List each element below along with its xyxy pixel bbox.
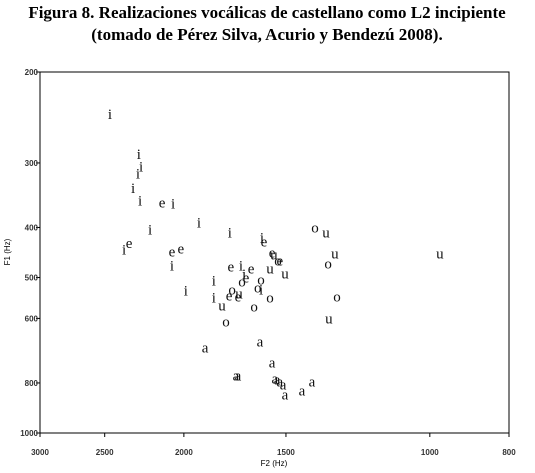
vowel-point: a — [233, 368, 240, 384]
vowel-point: o — [222, 314, 230, 330]
vowel-point: o — [333, 290, 341, 306]
vowel-point: i — [122, 242, 126, 258]
vowel-point: e — [169, 244, 176, 260]
vowel-point: e — [228, 259, 235, 275]
vowel-point: a — [257, 334, 264, 350]
vowel-point: e — [159, 195, 166, 211]
vowel-point: o — [266, 290, 274, 306]
vowel-point: u — [218, 298, 226, 314]
vowel-point: e — [243, 270, 250, 286]
vowel-point: i — [148, 222, 152, 238]
x-tick-label: 3000 — [31, 448, 49, 457]
vowel-point: o — [250, 300, 258, 316]
vowel-point: i — [137, 147, 141, 163]
vowel-point: i — [260, 230, 264, 246]
x-tick-label: 1500 — [277, 448, 295, 457]
vowel-point: i — [197, 216, 201, 232]
vowel-point: a — [299, 383, 306, 399]
vowel-point: i — [136, 167, 140, 183]
x-tick-label: 800 — [502, 448, 516, 457]
vowel-point: u — [325, 311, 333, 327]
vowel-point: a — [274, 372, 281, 388]
chart-title: Figura 8. Realizaciones vocálicas de cas… — [28, 3, 506, 22]
vowel-point: e — [178, 241, 185, 257]
vowel-point: i — [242, 267, 246, 283]
vowel-point: a — [280, 377, 287, 393]
vowel-point: a — [309, 374, 316, 390]
vowel-point: u — [281, 266, 289, 282]
y-tick-label: 600 — [25, 314, 39, 323]
vowel-point: o — [274, 254, 282, 270]
vowel-point: i — [228, 226, 232, 242]
vowel-point: a — [277, 374, 284, 390]
vowel-point: i — [139, 160, 143, 176]
x-tick-label: 1000 — [421, 448, 439, 457]
y-axis-label: F1 (Hz) — [3, 238, 12, 265]
vowel-point: i — [184, 283, 188, 299]
vowel-point: e — [277, 254, 284, 270]
vowel-point: a — [202, 341, 209, 357]
vowel-point: i — [108, 107, 112, 123]
vowel-point: a — [269, 355, 276, 371]
y-tick-label: 300 — [25, 159, 39, 168]
y-tick-label: 800 — [25, 379, 39, 388]
vowel-point: o — [238, 274, 246, 290]
vowel-point: a — [235, 368, 242, 384]
vowel-point: e — [235, 290, 242, 306]
vowel-point: i — [239, 258, 243, 274]
vowel-point: e — [248, 262, 255, 278]
y-tick-label: 400 — [25, 223, 39, 232]
y-tick-label: 200 — [25, 68, 39, 77]
vowel-point: e — [126, 236, 133, 252]
vowel-point: u — [235, 287, 243, 303]
x-tick-label: 2500 — [96, 448, 114, 457]
vowel-point: o — [254, 280, 262, 296]
vowel-point: o — [257, 273, 265, 289]
vowel-point: o — [311, 221, 319, 237]
vowel-point: i — [259, 282, 263, 298]
vowel-point: u — [270, 247, 278, 263]
vowel-point: e — [226, 288, 233, 304]
vowel-point: o — [324, 257, 332, 273]
vowel-point: u — [331, 246, 339, 262]
vowel-point: i — [170, 258, 174, 274]
vowel-point: u — [436, 246, 444, 262]
vowel-point: a — [271, 372, 278, 388]
vowel-point: u — [322, 226, 330, 242]
vowel-point: i — [171, 197, 175, 213]
vowel-point: u — [266, 262, 274, 278]
vowel-point: e — [269, 245, 276, 261]
vowel-point: i — [131, 181, 135, 197]
y-tick-label: 1000 — [20, 429, 38, 438]
vowel-point: o — [228, 282, 236, 298]
x-tick-label: 2000 — [175, 448, 193, 457]
plot-frame — [39, 71, 510, 434]
vowel-point: e — [261, 235, 268, 251]
y-tick-label: 500 — [25, 274, 39, 283]
vowel-point: i — [212, 290, 216, 306]
vowel-point: i — [212, 273, 216, 289]
chart-subtitle: (tomado de Pérez Silva, Acurio y Bendezú… — [91, 25, 442, 44]
vowel-point: a — [282, 387, 289, 403]
x-axis-label: F2 (Hz) — [261, 459, 288, 468]
vowel-point: i — [138, 193, 142, 209]
